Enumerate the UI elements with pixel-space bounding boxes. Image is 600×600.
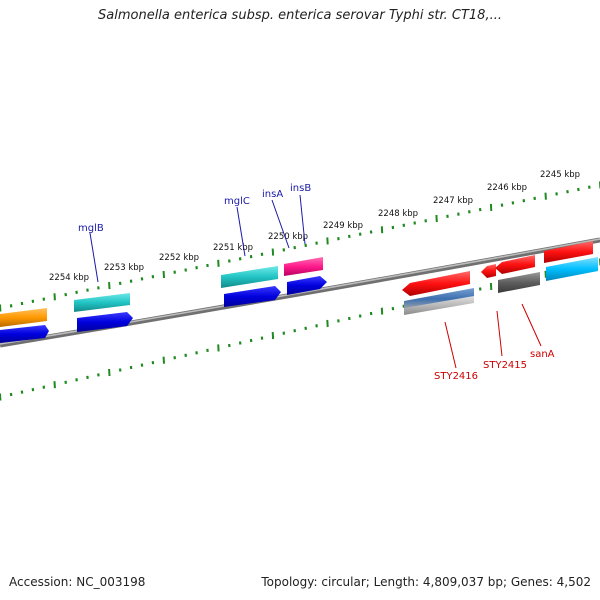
ruler-label-2251: 2251 kbp bbox=[213, 243, 253, 253]
gene-label-STY2416[interactable]: STY2416 bbox=[434, 371, 478, 382]
leader-sanA bbox=[521, 303, 542, 347]
leader-STY2416 bbox=[444, 321, 457, 369]
genome-summary: Topology: circular; Length: 4,809,037 bp… bbox=[261, 575, 591, 589]
ruler-label-2248: 2248 kbp bbox=[378, 209, 418, 219]
ruler-label-2245: 2245 kbp bbox=[540, 170, 580, 180]
leader-insA bbox=[271, 199, 290, 249]
ruler-label-2249: 2249 kbp bbox=[323, 221, 363, 231]
gene-feature[interactable] bbox=[546, 257, 598, 281]
gene-label-mglC[interactable]: mglC bbox=[224, 196, 250, 207]
accession-label: Accession: NC_003198 bbox=[9, 575, 146, 589]
gene-insB[interactable] bbox=[284, 257, 323, 276]
gene-mglC[interactable] bbox=[221, 266, 278, 288]
gene-feature[interactable] bbox=[404, 288, 474, 310]
gene-feature[interactable] bbox=[77, 312, 133, 332]
forward-features bbox=[0, 241, 598, 343]
gene-label-insB[interactable]: insB bbox=[290, 183, 311, 194]
leader-mglB bbox=[89, 232, 99, 283]
gene-label-mglB[interactable]: mglB bbox=[78, 223, 104, 234]
gene-feature[interactable] bbox=[481, 264, 496, 278]
ruler-label-2250: 2250 kbp bbox=[268, 232, 308, 242]
reverse-features bbox=[402, 255, 540, 315]
gene-feature[interactable] bbox=[404, 296, 474, 315]
ruler-label-2253: 2253 kbp bbox=[104, 263, 144, 273]
leader-mglC bbox=[236, 206, 246, 257]
ruler-inner-ticks bbox=[0, 258, 600, 401]
gene-label-insA[interactable]: insA bbox=[262, 189, 283, 200]
map-title: Salmonella enterica subsp. enterica sero… bbox=[98, 8, 502, 23]
ruler-label-2252: 2252 kbp bbox=[159, 253, 199, 263]
leader-insB bbox=[299, 194, 306, 245]
ruler-outer-ticks bbox=[0, 181, 600, 312]
gene-feature[interactable] bbox=[544, 241, 593, 263]
gene-STY2416[interactable] bbox=[402, 271, 470, 296]
gene-insA[interactable] bbox=[287, 276, 327, 295]
gene-label-sanA[interactable]: sanA bbox=[530, 349, 555, 360]
ruler-label-2247: 2247 kbp bbox=[433, 196, 473, 206]
gene-feature[interactable] bbox=[0, 325, 49, 343]
gene-feature[interactable] bbox=[0, 308, 47, 327]
ruler-label-2246: 2246 kbp bbox=[487, 183, 527, 193]
gene-STY2415[interactable] bbox=[495, 255, 535, 274]
gene-feature[interactable] bbox=[224, 286, 281, 307]
leader-STY2415 bbox=[496, 310, 503, 357]
ruler-label-2254: 2254 kbp bbox=[49, 273, 89, 283]
gene-labels: mglB mglC insA insB STY2416 STY2415 sanA bbox=[78, 183, 555, 382]
gene-label-STY2415[interactable]: STY2415 bbox=[483, 360, 527, 371]
ruler-labels: 2245 kbp 2246 kbp 2247 kbp 2248 kbp 2249… bbox=[49, 170, 580, 283]
gene-mglB[interactable] bbox=[74, 293, 130, 312]
gene-sanA[interactable] bbox=[498, 272, 540, 293]
